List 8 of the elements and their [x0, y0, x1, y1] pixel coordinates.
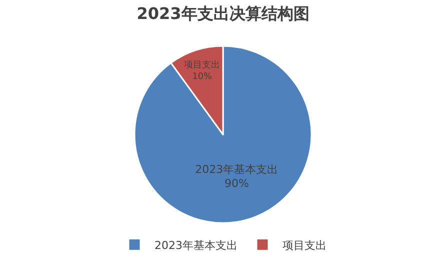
- slice-label: 2023年基本支出: [195, 162, 278, 176]
- data-label: 10%: [192, 72, 212, 82]
- slice-label: 项目支出: [184, 59, 220, 70]
- chart-title: 2023年支出决算结构图: [136, 4, 310, 24]
- legend-label: 项目支出: [282, 238, 326, 252]
- legend-label: 2023年基本支出: [154, 238, 238, 252]
- data-label: 90%: [224, 177, 249, 190]
- pie-slice: [134, 45, 312, 224]
